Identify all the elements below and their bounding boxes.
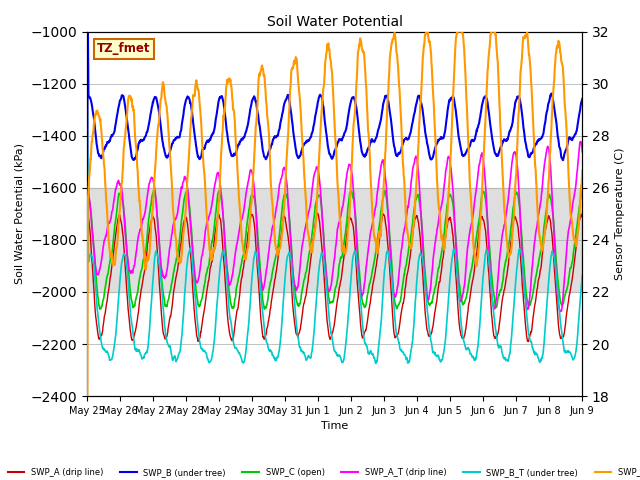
Title: Soil Water Potential: Soil Water Potential [267, 15, 403, 29]
Y-axis label: Soil Water Potential (kPa): Soil Water Potential (kPa) [15, 144, 25, 284]
Text: TZ_fmet: TZ_fmet [97, 43, 150, 56]
Legend: SWP_A (drip line), SWP_B (under tree), SWP_C (open), SWP_A_T (drip line), SWP_B_: SWP_A (drip line), SWP_B (under tree), S… [4, 465, 640, 480]
Bar [87, 188, 582, 292]
Y-axis label: Sensor Temperature (C): Sensor Temperature (C) [615, 147, 625, 280]
X-axis label: Time: Time [321, 421, 348, 432]
